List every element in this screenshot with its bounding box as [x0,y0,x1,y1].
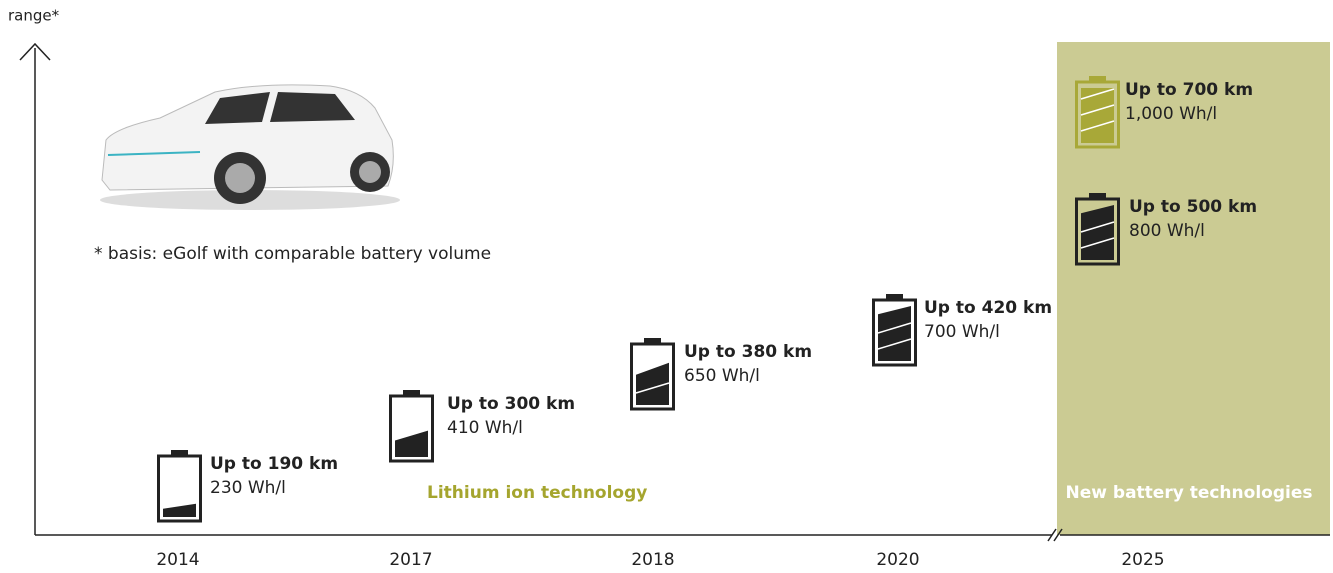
battery-cap [403,390,420,396]
year-label: 2017 [389,550,432,570]
battery-cap [886,294,903,300]
battery-charge [878,306,911,361]
density-label: 1,000 Wh/l [1125,104,1217,124]
battery-charge [163,503,196,517]
battery-cap [1089,193,1106,199]
year-label: 2014 [156,550,199,570]
axis-label: range* [8,7,60,25]
battery-stripe [1080,221,1115,233]
region-label: Lithium ion technology [427,483,647,503]
range-label: Up to 190 km [210,454,338,474]
range-label: Up to 500 km [1129,197,1257,217]
axis-break [1047,528,1057,542]
battery-stripe [1080,104,1115,116]
battery-body [1075,80,1120,149]
battery-cap [1089,76,1106,82]
axis-break [1053,528,1063,542]
note: * basis: eGolf with comparable battery v… [94,244,491,264]
density-label: 410 Wh/l [447,418,523,438]
year-label: 2025 [1121,550,1164,570]
battery-cap [171,450,188,456]
range-label: Up to 300 km [447,394,575,414]
region-label: New battery technologies [1066,483,1313,503]
density-label: 650 Wh/l [684,366,760,386]
year-label: 2018 [631,550,674,570]
battery-charge [395,430,428,457]
year-label: 2020 [876,550,919,570]
y-arrow [19,42,51,61]
battery-charge [636,362,669,405]
battery-stripe [1080,88,1115,100]
density-label: 800 Wh/l [1129,221,1205,241]
density-label: 230 Wh/l [210,478,286,498]
battery-stripe [877,322,912,334]
density-label: 700 Wh/l [924,322,1000,342]
range-label: Up to 700 km [1125,80,1253,100]
range-label: Up to 380 km [684,342,812,362]
battery-body [157,454,202,523]
range-label: Up to 420 km [924,298,1052,318]
battery-charge [1081,205,1114,260]
battery-body [389,394,434,463]
battery-stripe [635,382,670,394]
battery-body [1075,197,1120,266]
car [100,84,400,210]
battery-charge [1081,88,1114,143]
battery-stripe [1080,237,1115,249]
battery-stripe [877,338,912,350]
battery-body [872,298,917,367]
battery-cap [644,338,661,344]
battery-stripe [1080,120,1115,132]
battery-body [630,342,675,411]
